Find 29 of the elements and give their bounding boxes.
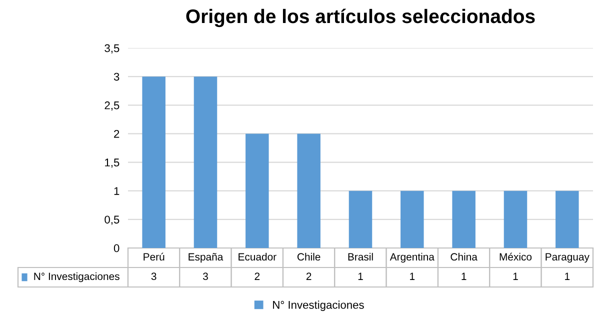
x-tick-label: Paraguay: [546, 253, 590, 263]
y-tick-label: 0: [114, 244, 120, 252]
text: N° Investigaciones: [273, 300, 364, 311]
data-label: 2: [306, 272, 312, 280]
y-tick-label: 0,5: [104, 216, 120, 225]
data-label: 2: [254, 272, 260, 280]
chart-title: Origen de los artículos seleccionados: [186, 8, 535, 28]
data-label: 3: [203, 272, 208, 280]
data-label: 1: [358, 272, 363, 280]
x-tick-label: Brasil: [348, 252, 373, 261]
x-tick-label: México: [500, 252, 532, 261]
data-label: 1: [565, 272, 570, 280]
x-tick-label: España: [188, 252, 224, 263]
data-label: 1: [513, 272, 518, 280]
y-tick-label: 3: [114, 72, 120, 81]
x-tick-label: Argentina: [390, 252, 434, 263]
x-tick-label: Ecuador: [238, 252, 276, 261]
x-tick-label: Perú: [144, 252, 164, 261]
x-tick-label: Chile: [297, 252, 320, 261]
data-label: 1: [410, 272, 415, 280]
legend-label: N° Investigaciones: [34, 272, 120, 282]
data-label: 3: [151, 272, 156, 280]
y-tick-label: 2: [114, 130, 120, 138]
x-tick-label: China: [450, 252, 478, 261]
y-tick-label: 2,5: [104, 101, 120, 111]
y-tick-label: 3,5: [104, 44, 120, 54]
data-label: 1: [462, 272, 466, 280]
y-tick-label: 1,5: [105, 158, 120, 168]
y-tick-label: 1: [114, 187, 120, 195]
